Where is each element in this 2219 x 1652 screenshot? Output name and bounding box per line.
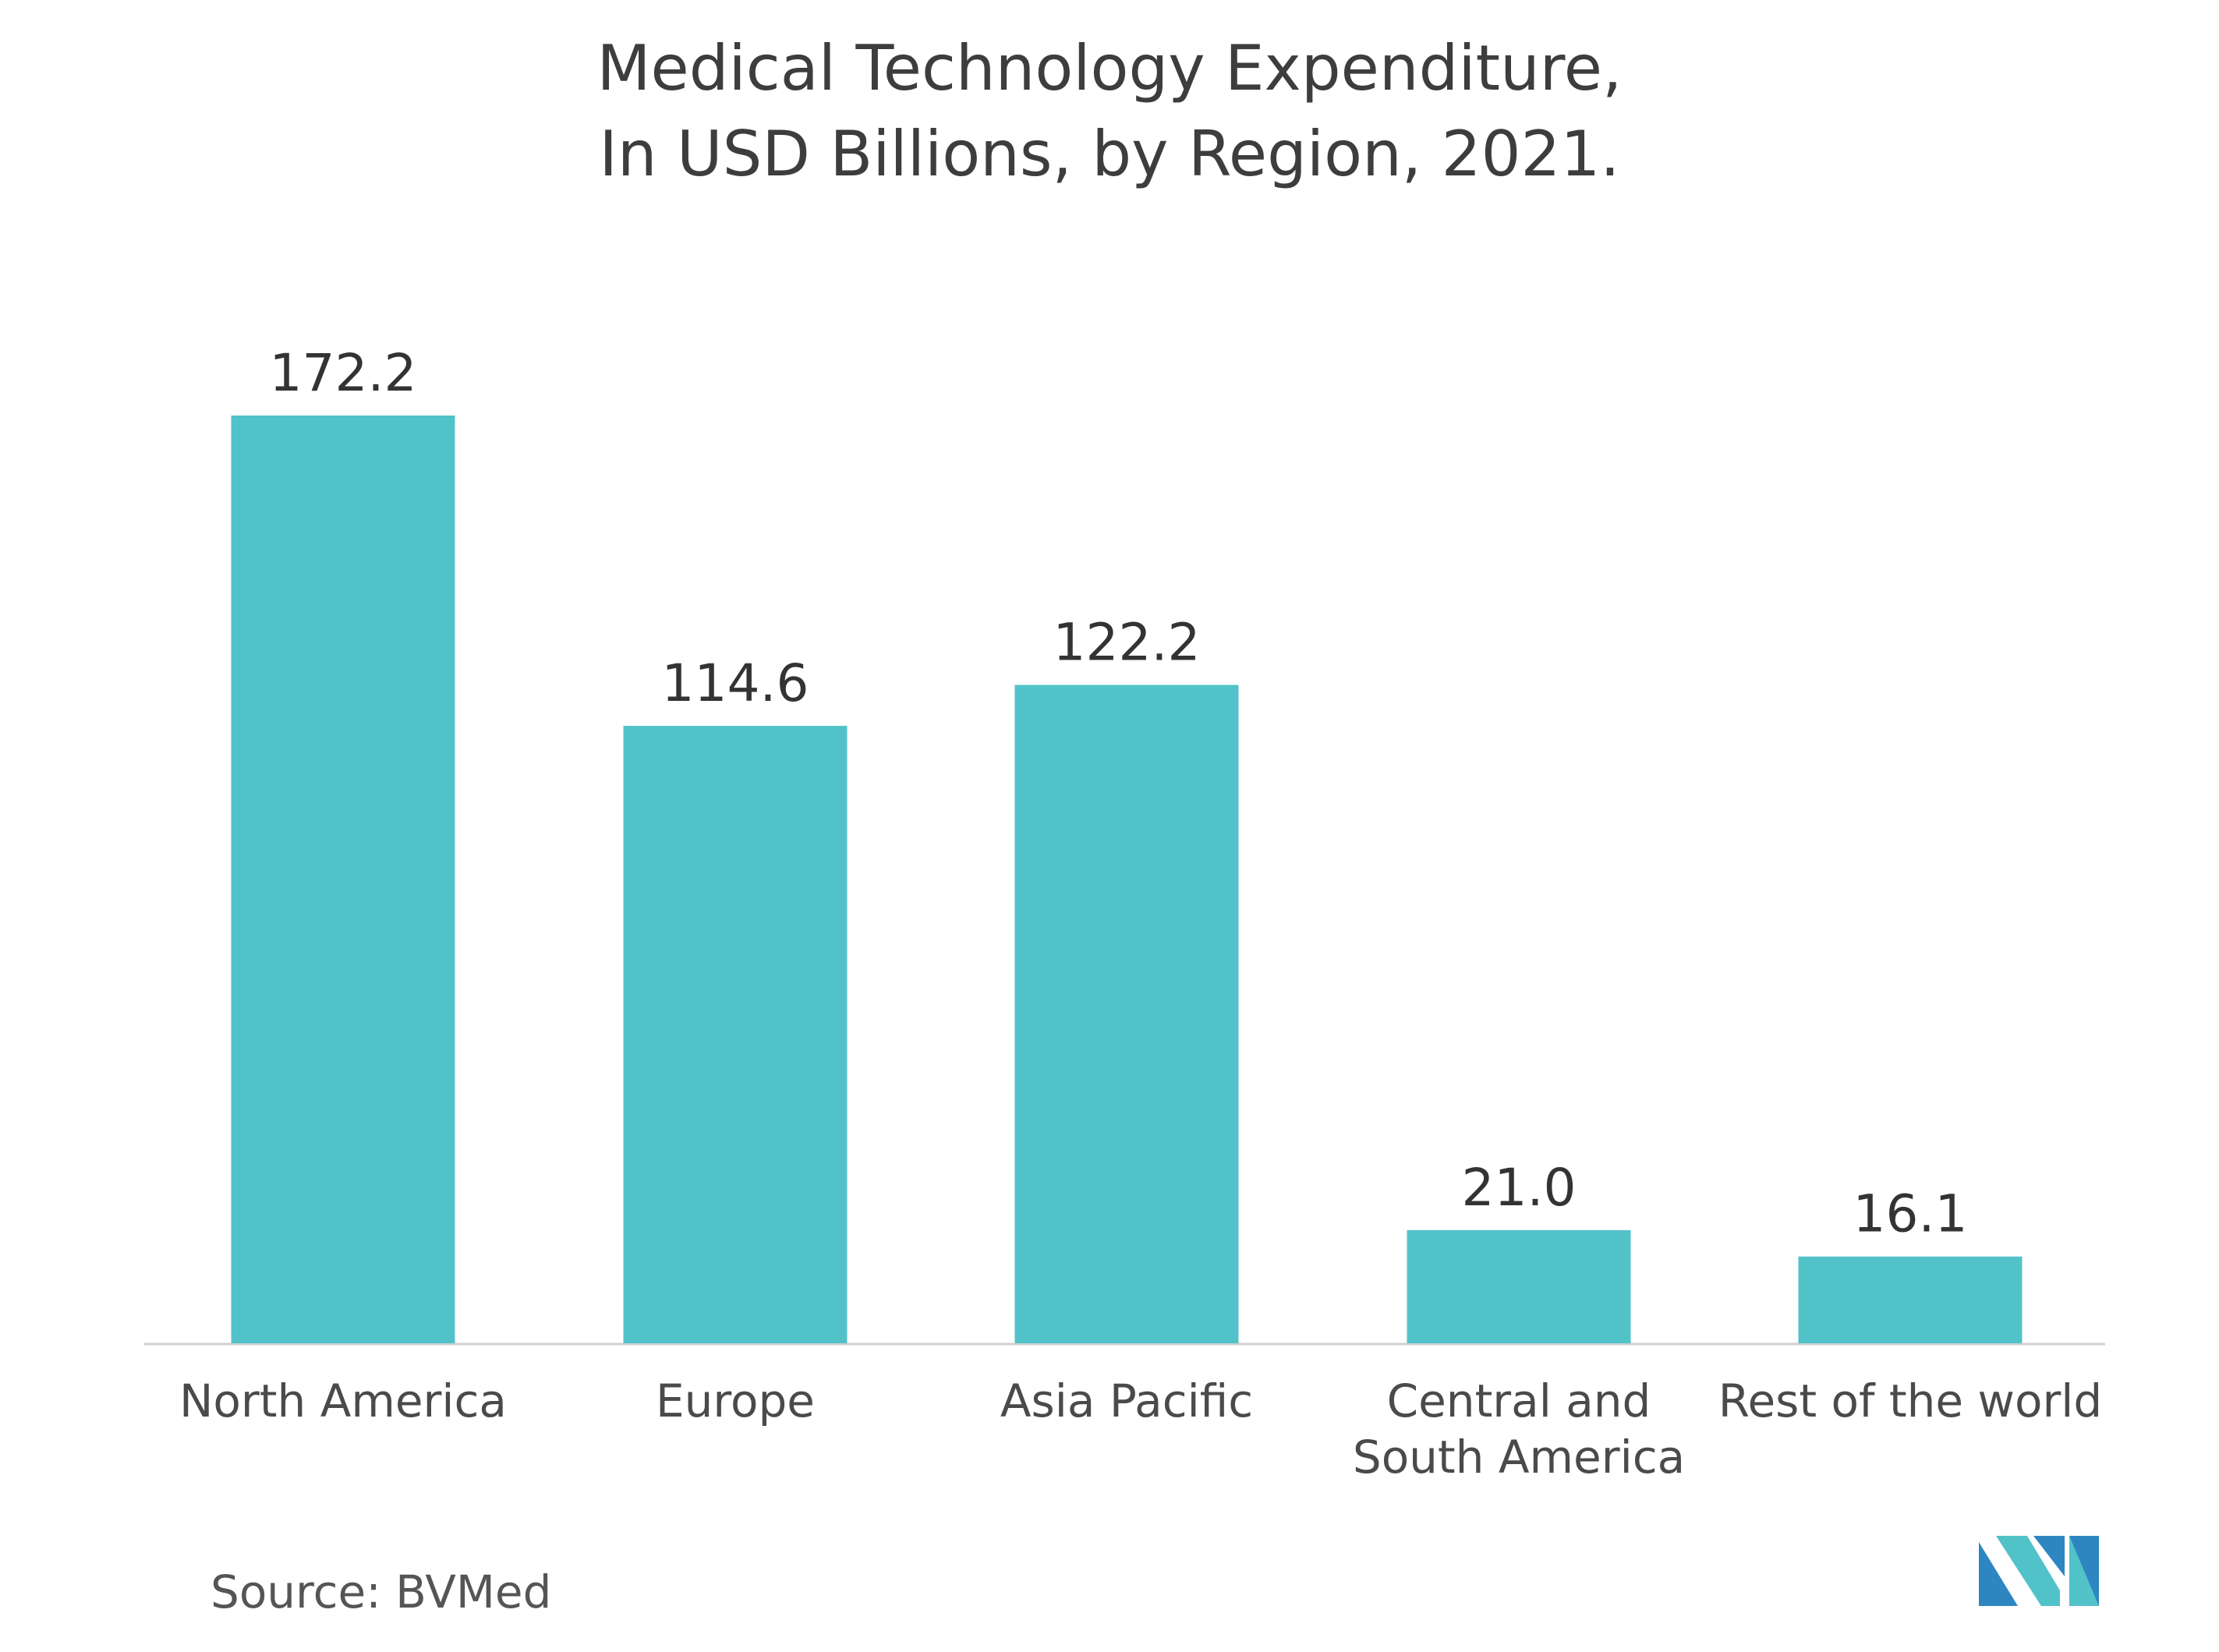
data-label: 16.1 [1853, 1184, 1968, 1244]
source-note: Source: BVMed [211, 1565, 552, 1618]
x-tick-label: Rest of the world [1718, 1374, 2102, 1427]
x-tick-label: South America [1353, 1431, 1685, 1484]
chart-title-line-2: In USD Billions, by Region, 2021. [599, 118, 1620, 190]
bar [1014, 685, 1239, 1343]
chart-title-line-1: Medical Technology Expenditure, [596, 32, 1623, 104]
bar [231, 416, 455, 1343]
mordor-logo-icon [1979, 1536, 2099, 1606]
data-label: 122.2 [1053, 613, 1201, 673]
bar [1407, 1229, 1631, 1343]
data-label: 172.2 [270, 343, 417, 403]
bar [1798, 1256, 2023, 1343]
x-tick-label: Asia Pacific [1000, 1374, 1253, 1427]
x-tick-label: North America [179, 1374, 507, 1427]
data-label: 21.0 [1462, 1158, 1577, 1218]
x-tick-label: Europe [656, 1374, 815, 1427]
x-tick-label: Central and [1387, 1374, 1651, 1427]
bar [623, 726, 848, 1343]
data-label: 114.6 [662, 653, 809, 713]
